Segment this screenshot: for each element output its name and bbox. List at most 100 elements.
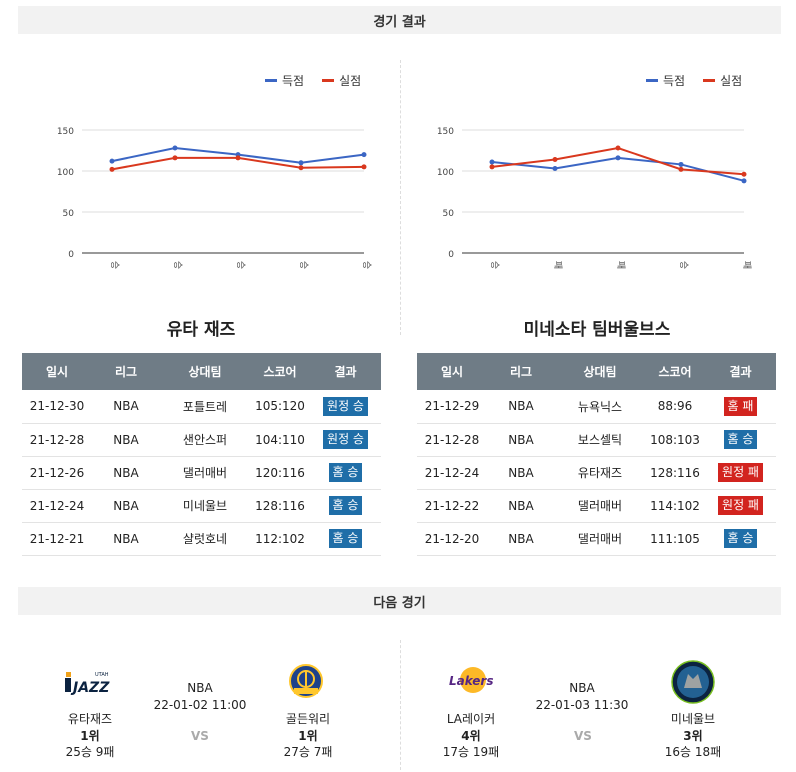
row-league: NBA — [487, 423, 555, 457]
legend-scored-label: 득점 — [282, 74, 305, 88]
row-score: 120:116 — [250, 456, 310, 490]
next-game-1-home: 유타재즈 1위 25승 9패 — [50, 710, 130, 760]
team-name: 미네울브 — [670, 712, 716, 726]
row-score: 111:105 — [645, 522, 705, 556]
data-point — [361, 164, 367, 170]
next-game-1-away: 골든워리 1위 27승 7패 — [268, 710, 348, 760]
col-opponent: 상대팀 — [160, 353, 250, 390]
row-date: 21-12-28 — [417, 423, 487, 457]
chart-divider — [400, 60, 401, 335]
row-opponent: 댈러매버 — [555, 489, 645, 523]
results-title: 경기 결과 — [373, 14, 426, 30]
result-badge: 홈 승 — [723, 529, 758, 548]
row-result: 홈 패 — [705, 390, 776, 424]
team-rank: 1위 — [298, 729, 318, 743]
x-tick-label: 승 — [678, 261, 689, 269]
result-badge: 원정 패 — [718, 496, 763, 515]
row-result: 원정 패 — [705, 456, 776, 490]
chart-minnesota-results: 0 50 100 150 승 패 패 승 패 — [437, 127, 752, 269]
col-league: 리그 — [487, 353, 555, 390]
data-point — [109, 158, 115, 164]
data-point — [552, 166, 558, 172]
x-tick-label: 승 — [235, 261, 246, 269]
table-row: 21-12-30 NBA 포틀트레 105:120 원정 승 — [22, 390, 381, 424]
row-date: 21-12-24 — [417, 456, 487, 490]
result-badge: 원정 패 — [718, 463, 763, 482]
svg-text:Lakers: Lakers — [449, 674, 494, 688]
chart-1-legend: 득점 실점 — [265, 72, 361, 89]
data-point — [615, 145, 621, 151]
row-opponent: 보스셀틱 — [555, 423, 645, 457]
legend-scored-swatch — [265, 79, 277, 82]
row-score: 112:102 — [250, 522, 310, 556]
row-score: 88:96 — [645, 390, 705, 424]
legend-conceded-label: 실점 — [720, 74, 743, 88]
series-line-0 — [491, 156, 745, 182]
team-record: 25승 9패 — [65, 745, 115, 759]
team-name: 골든워리 — [285, 712, 331, 726]
y-tick-label: 50 — [443, 209, 455, 219]
row-date: 21-12-28 — [22, 423, 92, 457]
row-date: 21-12-29 — [417, 390, 487, 424]
data-point — [741, 178, 747, 184]
row-date: 21-12-30 — [22, 390, 92, 424]
data-point — [298, 160, 304, 166]
x-tick-label: 패 — [552, 261, 563, 269]
table-row: 21-12-29 NBA 뉴욕닉스 88:96 홈 패 — [417, 390, 776, 424]
team-name: 유타재즈 — [67, 712, 113, 726]
table-row: 21-12-26 NBA 댈러매버 120:116 홈 승 — [22, 456, 381, 490]
chart-2-legend: 득점 실점 — [646, 72, 742, 89]
row-score: 105:120 — [250, 390, 310, 424]
data-point — [552, 157, 558, 163]
datetime: 22-01-03 11:30 — [535, 698, 629, 712]
result-badge: 홈 승 — [723, 430, 758, 449]
team-rank: 3위 — [683, 729, 703, 743]
team-rank: 1위 — [80, 729, 100, 743]
row-date: 21-12-20 — [417, 522, 487, 556]
row-result: 홈 승 — [310, 489, 381, 523]
row-league: NBA — [92, 456, 160, 490]
next-game-2-home: LA레이커 4위 17승 19패 — [431, 710, 511, 760]
row-result: 홈 승 — [705, 522, 776, 556]
data-point — [678, 161, 684, 167]
team-record: 27승 7패 — [283, 745, 333, 759]
legend-scored: 득점 — [265, 72, 304, 89]
data-point — [361, 152, 367, 158]
row-league: NBA — [92, 390, 160, 424]
minnesota-timberwolves-logo — [671, 660, 715, 704]
result-badge: 홈 승 — [328, 529, 363, 548]
datetime: 22-01-02 11:00 — [153, 698, 247, 712]
x-tick-label: 승 — [109, 261, 120, 269]
row-opponent: 댈러매버 — [160, 456, 250, 490]
row-result: 홈 승 — [310, 522, 381, 556]
chart-utah-results: 0 50 100 150 승 승 승 승 승 — [57, 127, 372, 269]
row-date: 21-12-22 — [417, 489, 487, 523]
row-result: 홈 승 — [705, 423, 776, 457]
results-section-header: 경기 결과 — [18, 6, 781, 34]
col-date: 일시 — [22, 353, 92, 390]
col-date: 일시 — [417, 353, 487, 390]
team-name: LA레이커 — [446, 712, 496, 726]
svg-text:UTAH: UTAH — [95, 672, 109, 678]
league: NBA — [187, 681, 213, 695]
row-score: 104:110 — [250, 423, 310, 457]
team-record: 17승 19패 — [442, 745, 500, 759]
result-badge: 홈 승 — [328, 496, 363, 515]
legend-conceded-swatch — [703, 79, 716, 82]
next-game-2-away: 미네울브 3위 16승 18패 — [653, 710, 733, 760]
row-league: NBA — [92, 423, 160, 457]
data-point — [489, 159, 495, 165]
table-row: 21-12-21 NBA 샬럿호네 112:102 홈 승 — [22, 522, 381, 556]
los-angeles-lakers-logo: Lakers — [449, 667, 494, 693]
col-result: 결과 — [705, 353, 776, 390]
next-section-header: 다음 경기 — [18, 587, 781, 615]
row-date: 21-12-26 — [22, 456, 92, 490]
series-line-1 — [491, 147, 745, 176]
data-point — [678, 166, 684, 172]
legend-conceded: 실점 — [322, 72, 361, 89]
y-tick-label: 0 — [448, 250, 454, 260]
y-tick-label: 150 — [437, 127, 454, 137]
team-title-utah: 유타 재즈 — [166, 320, 236, 340]
row-opponent: 유타재즈 — [555, 456, 645, 490]
team-title-minnesota: 미네소타 팀버울브스 — [523, 320, 671, 340]
